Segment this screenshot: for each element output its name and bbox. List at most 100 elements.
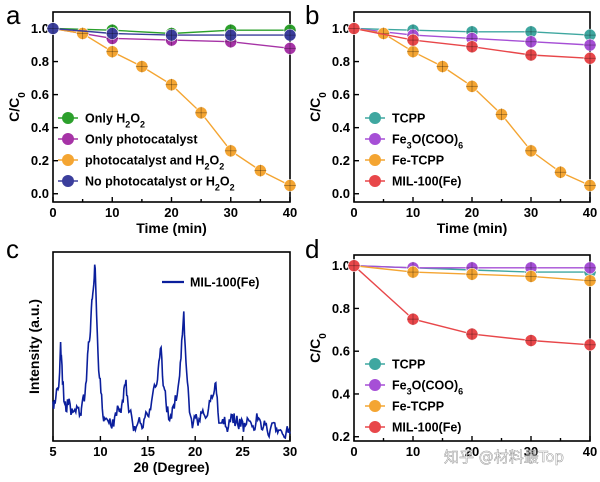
legend-swatch-marker [62, 112, 74, 124]
x-axis-title: 2θ (Degree) [133, 459, 209, 475]
legend-label: Fe-TCPP [392, 154, 444, 168]
data-point [524, 270, 538, 283]
data-point [583, 179, 597, 192]
y-tick-label: 0.4 [31, 120, 50, 135]
legend-swatch-marker [369, 400, 381, 412]
y-axis-title: C/C0 [6, 92, 28, 122]
y-tick-label: 0.0 [31, 186, 49, 201]
data-point [583, 338, 597, 352]
xrd-pattern-line [52, 264, 291, 440]
legend-swatch-marker [369, 175, 381, 187]
data-point [283, 28, 297, 42]
data-point [46, 22, 60, 35]
legend-label: Only H2O2 [85, 112, 145, 130]
x-tick-label: 0 [49, 205, 56, 220]
panel-c: c 5 10 15 20 25 30 2θ (Degree) Intensity (a.u.) M… [6, 234, 297, 475]
data-point [524, 35, 538, 49]
data-point [406, 265, 420, 279]
y-tick-label: 0.8 [31, 54, 49, 69]
x-axis-title: Time (min) [136, 220, 207, 236]
x-tick-label: 10 [105, 205, 119, 220]
data-point [194, 106, 208, 120]
y-tick-label: 0.2 [31, 153, 49, 168]
data-point [524, 48, 538, 62]
legend-label: Fe3O(COO)6 [392, 133, 463, 151]
legend-label: Fe3O(COO)6 [392, 379, 463, 397]
x-tick-label: 0 [350, 444, 357, 459]
y-axis-title: C/C0 [307, 92, 329, 122]
y-tick-label: 1.0 [332, 21, 350, 36]
y-axis-title: C/C0 [307, 333, 329, 363]
y-axis-title: Intensity (a.u.) [26, 299, 42, 394]
y-tick-label: 0.2 [332, 153, 350, 168]
x-tick-label: 20 [465, 205, 479, 220]
data-point [436, 60, 449, 73]
x-tick-label: 25 [235, 444, 249, 459]
legend-label: Fe-TCPP [392, 400, 444, 414]
x-tick-label: 40 [583, 444, 597, 459]
legend-swatch-marker [62, 175, 74, 187]
y-tick-label: 0.8 [332, 54, 350, 69]
legend-label: MIL-100(Fe) [392, 421, 461, 435]
data-point [165, 28, 178, 42]
x-tick-label: 10 [93, 444, 107, 459]
data-point [583, 261, 597, 275]
panel-b: b 0 10 20 30 40 0.0 0.2 0.4 0.6 0.8 1.0 Time (min) C/… [305, 0, 597, 236]
data-point [583, 274, 597, 287]
data-point [554, 165, 567, 179]
y-tick-label: 0.6 [332, 87, 350, 102]
legend-swatch-marker [369, 358, 381, 370]
x-tick-label: 30 [524, 205, 538, 220]
x-tick-label: 30 [224, 205, 238, 220]
legend-label: No photocatalyst or H2O2 [85, 175, 235, 193]
y-tick-label: 0.2 [332, 429, 350, 444]
data-point [465, 40, 479, 53]
panel-letter-d: d [305, 234, 319, 264]
data-point [254, 164, 267, 177]
data-point [406, 33, 420, 47]
data-point [465, 327, 479, 341]
data-point [224, 144, 238, 158]
x-tick-label: 20 [465, 444, 479, 459]
watermark-text: 知乎 @材料最Top [444, 448, 564, 466]
y-tick-label: 0.4 [332, 386, 351, 401]
legend-label: Only photocatalyst [85, 133, 198, 147]
legend-swatch-marker [62, 154, 74, 166]
panel-a: a 0 10 20 30 40 0.0 0.2 0.4 0.6 0.8 1.0 Time (min) C/… [6, 0, 297, 236]
data-point [406, 312, 420, 326]
y-tick-label: 0.6 [31, 87, 49, 102]
legend-swatch-marker [369, 133, 381, 145]
x-tick-label: 40 [583, 205, 597, 220]
data-point [105, 27, 119, 40]
data-point [224, 28, 238, 42]
data-point [583, 51, 597, 65]
y-tick-label: 0.0 [332, 186, 350, 201]
legend-swatch-marker [369, 154, 381, 166]
data-point [283, 179, 297, 192]
x-tick-label: 10 [406, 444, 420, 459]
data-point [283, 42, 297, 55]
plot-frame [353, 254, 591, 442]
data-point [524, 334, 538, 347]
x-tick-label: 20 [164, 205, 178, 220]
legend-swatch-marker [369, 421, 381, 433]
data-point [465, 267, 479, 281]
legend-swatch-marker [369, 112, 381, 124]
y-tick-label: 0.8 [332, 301, 350, 316]
y-tick-label: 0.6 [332, 344, 350, 359]
legend-label: MIL-100(Fe) [190, 276, 259, 290]
data-point [105, 45, 119, 58]
panel-letter-c: c [6, 234, 19, 264]
x-axis-title: Time (min) [437, 220, 508, 236]
panel-d: d 0 10 20 30 40 0.2 0.4 0.6 0.8 1.0 C/C0 TCPP Fe3O(CO… [305, 234, 597, 459]
y-tick-label: 1.0 [31, 21, 49, 36]
x-tick-label: 5 [49, 444, 56, 459]
x-tick-label: 30 [283, 444, 297, 459]
x-tick-label: 40 [283, 205, 297, 220]
legend-label: TCPP [392, 358, 425, 372]
data-point [583, 38, 597, 52]
data-point [465, 80, 479, 93]
panel-letter-a: a [6, 0, 21, 30]
legend-label: MIL-100(Fe) [392, 175, 461, 189]
